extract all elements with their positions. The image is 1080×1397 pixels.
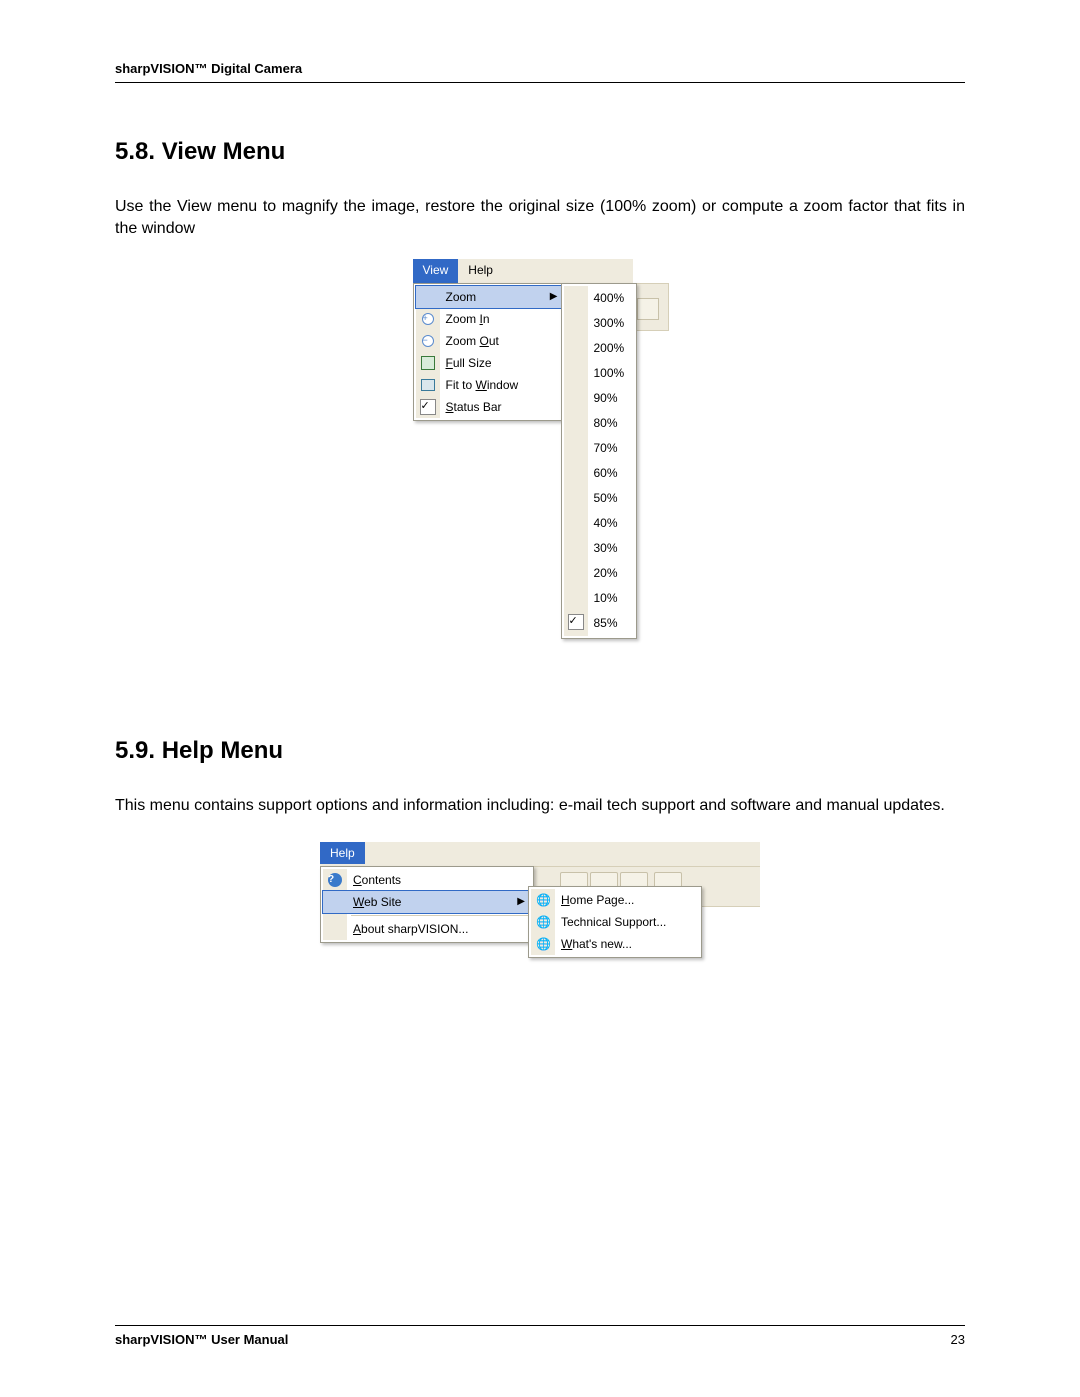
fit-window-icon (420, 377, 436, 393)
menu-item-status-bar[interactable]: ✓ Status Bar (416, 396, 564, 418)
page-number: 23 (951, 1332, 965, 1347)
heading-help-menu: 5.9. Help Menu (115, 737, 965, 765)
zoom-option[interactable]: 50% (564, 486, 634, 511)
submenu-arrow-icon: ▶ (550, 286, 558, 308)
zoom-option[interactable]: 200% (564, 336, 634, 361)
menu-item-whats-new[interactable]: 🌐 What's new... (531, 933, 699, 955)
zoom-option[interactable]: 400% (564, 286, 634, 311)
text-help-menu: This menu contains support options and i… (115, 795, 965, 817)
help-icon: ? (327, 872, 343, 888)
figure-view-menu: View Help Zoom ▶ + Zoom In − Zoom Out Fu… (413, 259, 668, 667)
menubar-view: View Help (413, 259, 633, 284)
full-size-icon (420, 355, 436, 371)
zoom-out-icon: − (420, 333, 436, 349)
text-view-menu: Use the View menu to magnify the image, … (115, 196, 965, 239)
help-dropdown: ? Contents Web Site ▶ About sharpVISION.… (320, 866, 534, 943)
checked-icon: ✓ (420, 399, 436, 415)
menu-item-contents[interactable]: ? Contents (323, 869, 531, 891)
zoom-option[interactable]: 10% (564, 586, 634, 611)
zoom-option[interactable]: 30% (564, 536, 634, 561)
help-submenu: 🌐 Home Page... 🌐 Technical Support... 🌐 … (528, 886, 702, 958)
zoom-option-checked[interactable]: ✓ 85% (564, 611, 634, 636)
menubar-item-view[interactable]: View (413, 259, 459, 283)
browser-icon: 🌐 (535, 936, 551, 952)
menu-item-web-site[interactable]: Web Site ▶ (322, 890, 532, 914)
footer-title: sharpVISION™ User Manual (115, 1332, 288, 1347)
zoom-option[interactable]: 70% (564, 436, 634, 461)
zoom-option[interactable]: 60% (564, 461, 634, 486)
menu-item-home-page[interactable]: 🌐 Home Page... (531, 889, 699, 911)
menubar-item-help[interactable]: Help (458, 259, 503, 283)
zoom-option[interactable]: 20% (564, 561, 634, 586)
page-footer: sharpVISION™ User Manual 23 (115, 1325, 965, 1347)
menu-item-fit-window[interactable]: Fit to Window (416, 374, 564, 396)
zoom-submenu: 400% 300% 200% 100% 90% 80% 70% 60% 50% … (561, 283, 637, 639)
menubar-item-help[interactable]: Help (320, 842, 365, 864)
menu-item-zoom-in[interactable]: + Zoom In (416, 308, 564, 330)
menubar-help: Help (320, 842, 760, 867)
menu-separator (351, 915, 529, 916)
browser-icon: 🌐 (535, 892, 551, 908)
zoom-option[interactable]: 90% (564, 386, 634, 411)
zoom-option[interactable]: 300% (564, 311, 634, 336)
page-header: sharpVISION™ Digital Camera (115, 61, 302, 76)
zoom-option[interactable]: 80% (564, 411, 634, 436)
checked-icon: ✓ (568, 614, 584, 630)
zoom-option[interactable]: 40% (564, 511, 634, 536)
zoom-option[interactable]: 100% (564, 361, 634, 386)
submenu-arrow-icon: ▶ (517, 891, 525, 913)
heading-view-menu: 5.8. View Menu (115, 138, 965, 166)
menu-item-tech-support[interactable]: 🌐 Technical Support... (531, 911, 699, 933)
menu-item-zoom[interactable]: Zoom ▶ (415, 285, 565, 309)
browser-icon: 🌐 (535, 914, 551, 930)
figure-help-menu: Help ? Contents Web Site ▶ About sharpVI… (320, 842, 760, 1012)
menu-item-about[interactable]: About sharpVISION... (323, 918, 531, 940)
view-dropdown: Zoom ▶ + Zoom In − Zoom Out Full Size Fi… (413, 283, 567, 421)
zoom-in-icon: + (420, 311, 436, 327)
menu-item-full-size[interactable]: Full Size (416, 352, 564, 374)
menu-item-zoom-out[interactable]: − Zoom Out (416, 330, 564, 352)
